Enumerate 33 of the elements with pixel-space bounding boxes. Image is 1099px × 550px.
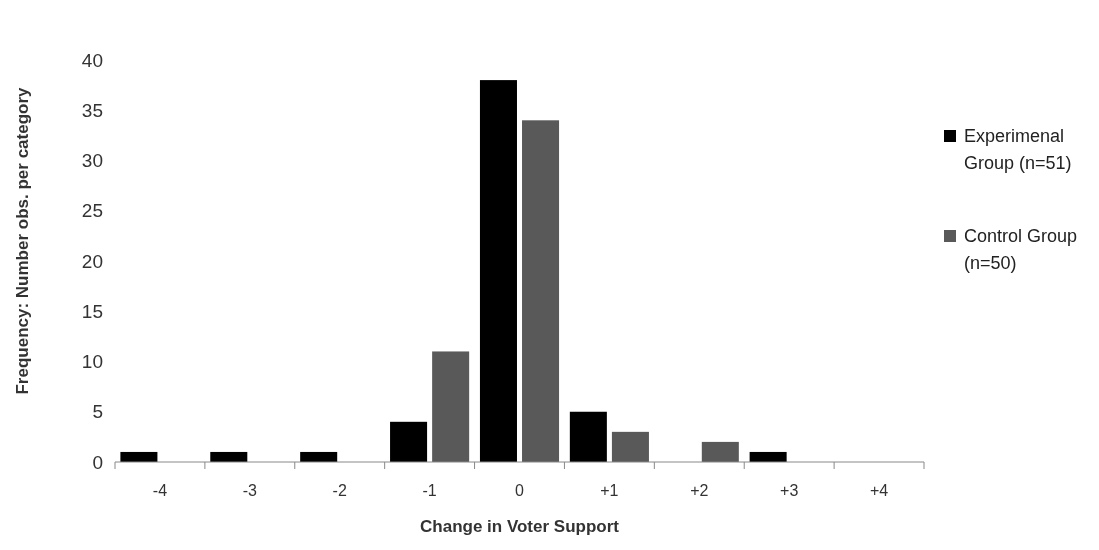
y-tick-label: 0 [92,451,103,473]
bar [479,80,517,462]
bar [569,411,607,462]
bar [749,451,787,462]
x-tick-label: +4 [869,482,889,499]
legend-label: Experimenal Group (n=51) [964,126,1072,173]
bar [611,431,649,462]
legend-label: Control Group (n=50) [964,226,1078,273]
bar [120,451,158,462]
x-tick-label: 0 [515,482,525,499]
y-tick-label: 15 [81,300,103,322]
y-axis-title: Frequency: Number obs. per category [13,86,32,395]
bar [390,421,428,462]
x-tick-label: -2 [332,482,347,499]
y-tick-label: 5 [92,401,103,423]
x-tick-label: +3 [780,482,799,499]
bar [701,441,739,462]
y-tick-label: 25 [81,200,103,222]
y-tick-label: 20 [81,250,103,272]
bar [210,451,248,462]
y-tick-label: 30 [81,150,103,172]
bar [522,120,560,462]
x-tick-label: -3 [242,482,258,499]
y-tick-label: 35 [81,99,103,121]
x-axis-title: Change in Voter Support [420,517,620,536]
bar [432,351,470,462]
x-tick-label: -4 [152,482,168,499]
x-tick-label: -1 [422,482,437,499]
x-tick-label: +2 [690,482,709,499]
y-tick-label: 40 [81,49,103,71]
bar [300,451,338,462]
y-tick-label: 10 [81,351,103,373]
x-tick-label: +1 [600,482,619,499]
